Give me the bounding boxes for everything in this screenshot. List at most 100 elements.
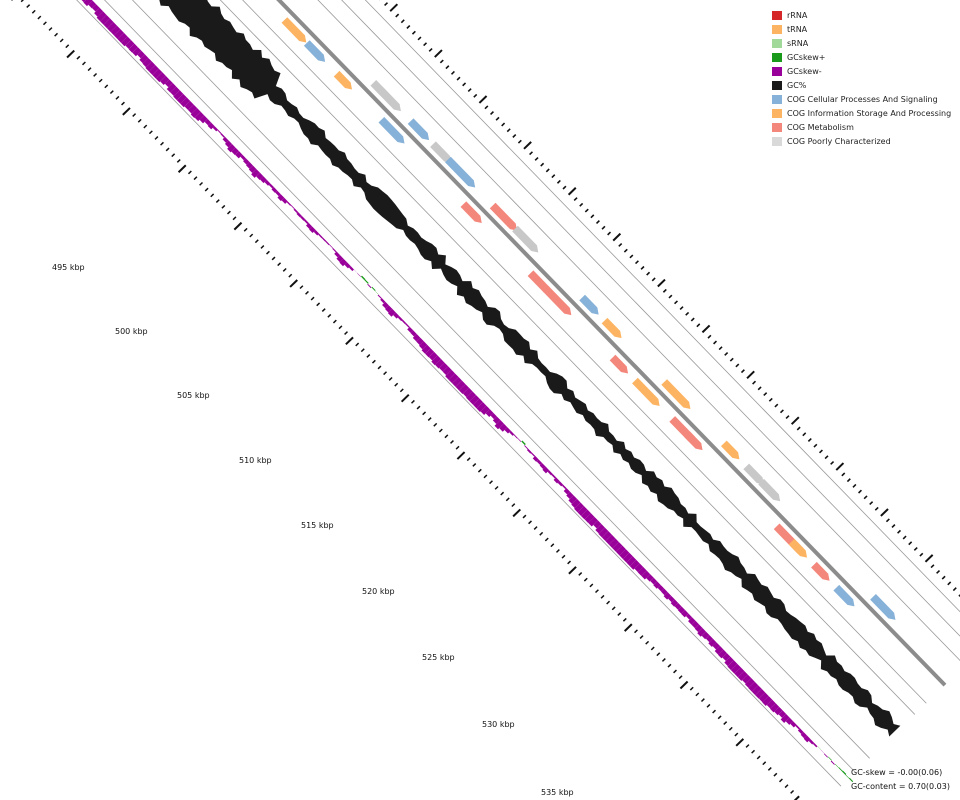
gc-skew-negative (509, 430, 515, 436)
gene-arrow (281, 17, 307, 43)
gc-skew-negative (357, 273, 361, 277)
legend-swatch (772, 52, 782, 62)
ruler-tick (65, 44, 70, 49)
ruler-tick (165, 147, 170, 152)
outer-tick (540, 162, 545, 167)
outer-tick (400, 19, 405, 24)
ruler-tick (489, 480, 493, 485)
gc-skew-negative (650, 577, 658, 585)
legend-swatch (772, 80, 782, 90)
outer-tick (478, 95, 488, 104)
ruler-tick (661, 658, 666, 662)
gc-skew-negative (485, 409, 494, 417)
ruler-tick (66, 49, 75, 59)
gc-skew-negative (145, 61, 156, 72)
gc-skew-negative (277, 194, 285, 202)
gc-content-plot (159, 0, 901, 737)
ruler-tick (42, 21, 47, 26)
ruler-tick (494, 485, 499, 490)
gene-arrow (661, 379, 691, 409)
gc-skew-negative (577, 506, 588, 516)
gc-skew-negative (256, 172, 264, 180)
gc-skew-negative (547, 470, 553, 476)
gc-skew-negative (176, 93, 187, 104)
ruler-tick (249, 233, 254, 238)
ruler-tick (176, 158, 181, 163)
outer-tick (523, 141, 532, 150)
gc-skew-negative (405, 323, 410, 328)
gc-skew-negative (318, 233, 323, 239)
gc-skew-negative (442, 366, 452, 376)
gc-skew-negative (94, 7, 104, 17)
gc-skew-negative (81, 0, 87, 3)
outer-tick (930, 564, 935, 569)
legend-item-cog-cellular: COG Cellular Processes And Signaling (772, 92, 951, 106)
outer-tick (406, 25, 411, 29)
outer-tick (462, 82, 467, 87)
gc-skew-negative (661, 588, 668, 596)
ruler-tick (160, 141, 164, 146)
gc-skew-negative (348, 265, 355, 272)
gc-skew-negative (336, 255, 344, 263)
ruler-tick (31, 9, 36, 14)
outer-tick (395, 13, 400, 18)
gc-skew-negative (152, 68, 163, 79)
ruler-tick (305, 290, 309, 295)
outer-tick (629, 254, 634, 259)
gc-skew-negative (674, 602, 682, 610)
gene-arrow (579, 294, 599, 315)
outer-tick (428, 47, 433, 52)
gc-skew-negative (114, 29, 124, 40)
ruler-tick (299, 285, 304, 290)
ruler-tick (26, 4, 31, 8)
gc-skew-negative (410, 330, 417, 337)
gene-arrow (788, 538, 808, 558)
ruler-tick (735, 738, 745, 747)
gc-skew-negative (803, 735, 811, 743)
ruler-tick (472, 463, 477, 467)
outer-tick (685, 311, 690, 316)
gc-skew-negative (166, 83, 177, 93)
ruler-tick (767, 767, 772, 771)
gene-arrow (370, 79, 401, 112)
gc-skew-negative (677, 606, 686, 614)
outer-tick (936, 569, 941, 574)
gc-skew-negative (668, 595, 675, 603)
outer-tick (858, 489, 862, 494)
ruler-tick (594, 589, 599, 594)
outer-tick (439, 59, 444, 64)
ruler-tick (121, 101, 125, 106)
gc-skew-negative (797, 728, 804, 735)
gene-arrow (407, 118, 430, 141)
ruler-tick (355, 342, 360, 347)
ruler-tick (606, 600, 611, 605)
outer-tick (874, 506, 879, 511)
ruler-tick (383, 371, 388, 376)
gc-skew-positive (371, 286, 376, 291)
gc-skew-negative (524, 445, 529, 450)
gc-skew-positive (845, 774, 850, 779)
gc-skew-negative (504, 427, 511, 434)
legend-swatch (772, 94, 782, 104)
gc-skew-negative (622, 552, 633, 563)
ruler-tick (338, 325, 343, 330)
gc-skew-negative (681, 610, 689, 618)
outer-tick (456, 76, 461, 81)
kbp-tick-label: 500 kbp (115, 327, 148, 336)
ruler-tick (728, 726, 733, 731)
legend-label: rRNA (787, 10, 808, 20)
ruler-tick (751, 749, 756, 754)
gc-skew-negative (344, 262, 351, 269)
ruler-tick (568, 566, 577, 575)
ruler-tick (656, 652, 661, 657)
gc-skew-negative (694, 624, 703, 633)
kbp-ruler: 495 kbp 500 kbp 505 kbp 510 kbp 515 kbp 520 k… (11, 0, 800, 800)
gc-skew-negative (377, 294, 382, 299)
outer-tick (484, 105, 489, 110)
gc-skew-negative (685, 613, 693, 620)
kbp-tick-label: 525 kbp (422, 653, 455, 662)
legend-swatch (772, 24, 782, 34)
gc-skew-negative (476, 402, 487, 412)
gc-skew-negative (790, 721, 797, 728)
ruler-tick (104, 84, 109, 89)
